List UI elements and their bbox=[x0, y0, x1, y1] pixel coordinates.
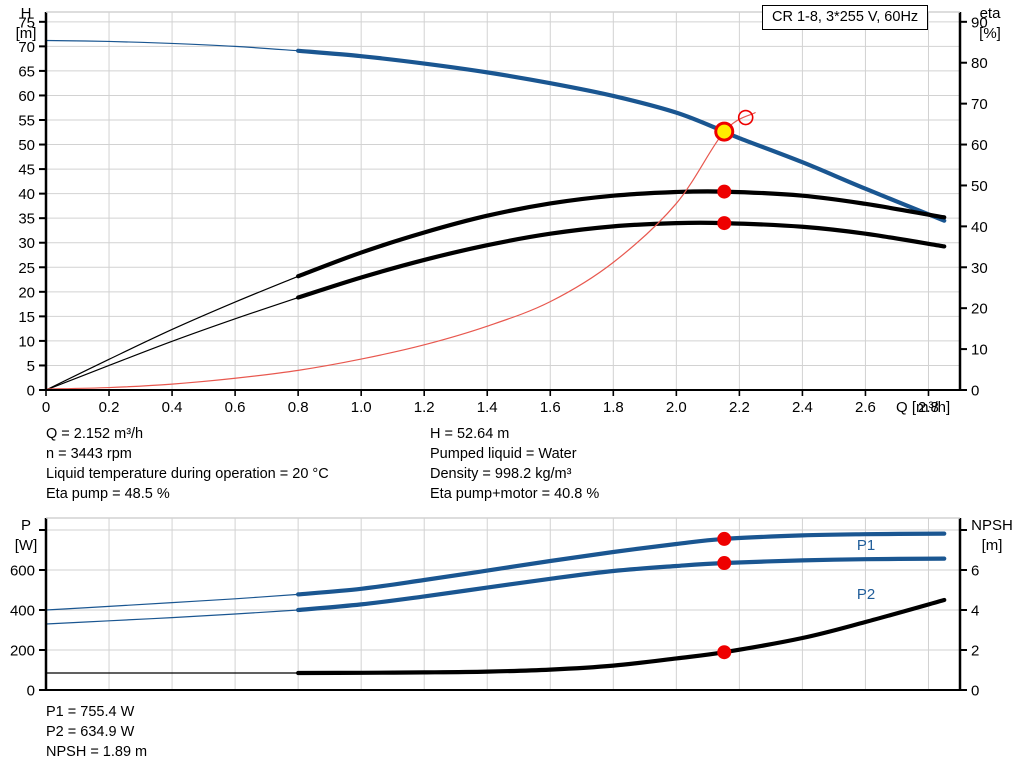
x-tick: 2.4 bbox=[792, 399, 813, 416]
y-left-tick: 30 bbox=[18, 235, 35, 252]
x-tick: 1.4 bbox=[477, 399, 498, 416]
x-tick: 0.4 bbox=[162, 399, 183, 416]
x-tick: 0.6 bbox=[225, 399, 246, 416]
x-tick: 2.8 bbox=[918, 399, 939, 416]
top-y-right-axis-unit: [%] bbox=[979, 25, 1001, 42]
y-right-tick: 0 bbox=[971, 683, 979, 700]
x-tick: 2.6 bbox=[855, 399, 876, 416]
y-left-tick: 5 bbox=[27, 358, 35, 375]
curve-label-p1: P1 bbox=[857, 537, 875, 554]
y-left-tick: 10 bbox=[18, 333, 35, 350]
bottom-chart-axes bbox=[39, 517, 967, 691]
x-tick: 0 bbox=[42, 399, 50, 416]
marker-eta-pump-motor-point bbox=[717, 216, 732, 231]
x-tick: 0.8 bbox=[288, 399, 309, 416]
top-y-left-axis-title: H bbox=[21, 5, 32, 22]
bottom-y-right-axis-unit: [m] bbox=[982, 537, 1003, 554]
bottom-y-left-axis-title: P bbox=[21, 517, 31, 534]
y-left-tick: 55 bbox=[18, 113, 35, 130]
info-liquid-temperature: Liquid temperature during operation = 20… bbox=[46, 466, 329, 482]
y-right-tick: 20 bbox=[971, 301, 988, 318]
top-y-left-axis-unit: [m] bbox=[16, 25, 37, 42]
y-left-tick: 0 bbox=[27, 383, 35, 400]
info-n: n = 3443 rpm bbox=[46, 446, 132, 462]
y-right-tick: 30 bbox=[971, 260, 988, 277]
y-right-tick: 10 bbox=[971, 342, 988, 359]
info-q: Q = 2.152 m³/h bbox=[46, 426, 144, 442]
y-left-tick: 600 bbox=[10, 563, 35, 580]
x-tick: 1.8 bbox=[603, 399, 624, 416]
x-tick: 2.2 bbox=[729, 399, 750, 416]
curve-label-p2: P2 bbox=[857, 586, 875, 603]
info-block-top-right: H = 52.64 m Pumped liquid = Water Densit… bbox=[430, 424, 599, 504]
info-density: Density = 998.2 kg/m³ bbox=[430, 466, 572, 482]
info-p1: P1 = 755.4 W bbox=[46, 704, 135, 720]
y-left-tick: 75 bbox=[18, 14, 35, 31]
y-left-tick: 0 bbox=[27, 683, 35, 700]
bottom-chart-gridlines bbox=[46, 518, 960, 690]
y-left-tick: 60 bbox=[18, 88, 35, 105]
y-left-tick: 400 bbox=[10, 603, 35, 620]
y-right-tick: 6 bbox=[971, 563, 979, 580]
top-y-right-axis-title: eta bbox=[980, 5, 1002, 22]
bottom-chart-curves bbox=[45, 531, 947, 676]
bottom-y-right-axis-title: NPSH bbox=[971, 517, 1013, 534]
bottom-y-left-axis-unit: [W] bbox=[15, 537, 38, 554]
marker-duty-point-alt bbox=[737, 109, 754, 126]
info-block-bottom-left: P1 = 755.4 W P2 = 634.9 W NPSH = 1.89 m bbox=[46, 702, 147, 762]
top-chart-tick-labels: 0 5 10 15 20 25 30 35 40 45 50 55 60 65 70 75 0 10 20 30 40 5… bbox=[16, 5, 1002, 416]
marker-npsh-point bbox=[717, 645, 732, 660]
y-right-tick: 70 bbox=[971, 96, 988, 113]
marker-p1-point bbox=[717, 531, 732, 546]
info-pumped-liquid: Pumped liquid = Water bbox=[430, 446, 577, 462]
y-right-tick: 4 bbox=[971, 603, 979, 620]
info-block-top-left: Q = 2.152 m³/h n = 3443 rpm Liquid tempe… bbox=[46, 424, 329, 504]
x-tick: 0.2 bbox=[99, 399, 120, 416]
info-p2: P2 = 634.9 W bbox=[46, 724, 135, 740]
y-left-tick: 45 bbox=[18, 162, 35, 179]
marker-p2-point bbox=[717, 556, 732, 571]
top-x-axis-title: Q [m³/h] bbox=[896, 399, 950, 416]
top-chart-gridlines bbox=[46, 12, 960, 390]
y-right-tick: 80 bbox=[971, 55, 988, 72]
x-tick: 2.0 bbox=[666, 399, 687, 416]
info-npsh: NPSH = 1.89 m bbox=[46, 744, 148, 760]
y-right-tick: 90 bbox=[971, 14, 988, 31]
top-chart-markers bbox=[714, 109, 754, 231]
y-right-tick: 2 bbox=[971, 643, 979, 660]
y-left-tick: 25 bbox=[18, 260, 35, 277]
y-left-tick: 40 bbox=[18, 186, 35, 203]
y-left-tick: 20 bbox=[18, 284, 35, 301]
info-h: H = 52.64 m bbox=[430, 426, 510, 442]
info-eta-pump-motor: Eta pump+motor = 40.8 % bbox=[430, 486, 600, 502]
y-left-tick: 50 bbox=[18, 137, 35, 154]
y-left-tick: 15 bbox=[18, 309, 35, 326]
bottom-chart-markers bbox=[717, 531, 732, 660]
x-tick: 1.2 bbox=[414, 399, 435, 416]
top-chart-curves bbox=[45, 39, 947, 391]
y-left-tick: 200 bbox=[10, 643, 35, 660]
marker-duty-point bbox=[714, 121, 735, 142]
y-left-tick: 70 bbox=[18, 39, 35, 56]
y-left-tick: 35 bbox=[18, 211, 35, 228]
y-right-tick: 40 bbox=[971, 219, 988, 236]
y-right-tick: 60 bbox=[971, 137, 988, 154]
y-left-tick: 65 bbox=[18, 63, 35, 80]
x-tick: 1.6 bbox=[540, 399, 561, 416]
info-eta-pump: Eta pump = 48.5 % bbox=[46, 486, 170, 502]
marker-eta-pump-point bbox=[717, 184, 732, 199]
x-tick: 1.0 bbox=[351, 399, 372, 416]
bottom-chart-tick-labels: 0 200 400 600 0 2 4 6 P [W] NPSH [m] P1 P2 bbox=[10, 517, 1013, 700]
y-right-tick: 50 bbox=[971, 178, 988, 195]
top-chart-axes bbox=[39, 11, 967, 396]
y-right-tick: 0 bbox=[971, 383, 979, 400]
chart-title-box: CR 1-8, 3*255 V, 60Hz bbox=[762, 5, 929, 30]
